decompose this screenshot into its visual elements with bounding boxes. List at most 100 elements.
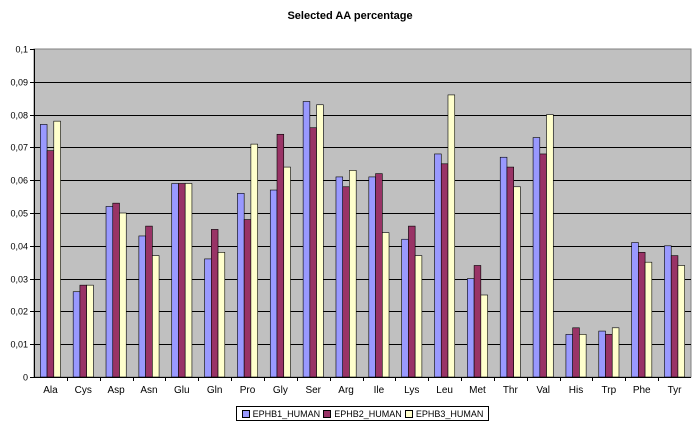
bar (152, 255, 160, 378)
bar (335, 176, 344, 378)
bar (316, 104, 324, 378)
bar (184, 183, 193, 378)
legend-swatch (323, 409, 332, 418)
legend-label: EPHB3_HUMAN (415, 408, 484, 419)
legend-item: EPHB3_HUMAN (404, 408, 484, 419)
x-tick-label: Leu (436, 385, 453, 396)
bar (447, 94, 456, 378)
bar (368, 176, 376, 378)
bar (565, 334, 573, 378)
y-tick-label: 0,03 (10, 275, 28, 285)
bar (579, 334, 587, 378)
bar (408, 225, 416, 378)
bar (40, 124, 48, 378)
y-tick-label: 0,05 (10, 209, 28, 219)
bar (598, 330, 606, 378)
bar (349, 170, 357, 378)
bar (171, 183, 179, 378)
x-tick-label: Gln (207, 385, 223, 396)
bar (572, 327, 580, 378)
x-tick-label: Tyr (668, 385, 683, 396)
x-tick-label: Ser (305, 385, 321, 396)
x-tick-label: Asp (108, 385, 126, 396)
bar (302, 101, 311, 378)
bar (112, 202, 120, 378)
legend-item: EPHB1_HUMAN (241, 408, 321, 419)
bar (138, 235, 146, 378)
bar (342, 186, 350, 378)
bar (414, 255, 423, 378)
x-tick-label: Arg (338, 385, 354, 396)
bar (670, 255, 679, 378)
bar (178, 183, 186, 378)
y-tick-label: 0,09 (10, 78, 28, 88)
x-tick-label: Ile (374, 385, 385, 396)
bar (473, 265, 482, 378)
x-tick-label: Trp (602, 385, 617, 396)
bar (79, 284, 87, 378)
bar (53, 120, 61, 378)
bar (631, 242, 639, 378)
bar (664, 245, 672, 378)
x-tick-label: Asn (140, 385, 157, 396)
x-tick-label: Thr (503, 385, 519, 396)
chart-title: Selected AA percentage (287, 10, 413, 22)
y-tick-label: 0,01 (10, 340, 28, 350)
bar (217, 252, 226, 378)
bar (204, 258, 212, 378)
bar (539, 153, 547, 378)
legend-label: EPHB1_HUMAN (252, 408, 321, 419)
bar (546, 114, 554, 378)
bar (276, 133, 285, 378)
bar (638, 252, 646, 378)
bar (309, 127, 317, 378)
bar (237, 193, 245, 378)
legend-swatch (404, 409, 413, 418)
bar (72, 291, 81, 378)
bar (46, 150, 55, 378)
bar (499, 156, 508, 378)
bar (283, 166, 291, 378)
y-tick-label: 0,07 (10, 143, 28, 153)
x-tick-label: His (569, 385, 583, 396)
bar (86, 284, 94, 378)
x-tick-label: Phe (633, 385, 651, 396)
bar (434, 153, 442, 378)
bar (211, 229, 219, 378)
y-tick-label: 0,04 (10, 242, 28, 252)
bar (250, 143, 258, 378)
bar (513, 186, 521, 378)
y-tick-label: 0,02 (10, 307, 28, 317)
y-tick-label: 0,06 (10, 176, 28, 186)
bar (401, 238, 409, 378)
bar (506, 166, 514, 378)
y-tick-label: 0,1 (15, 45, 28, 55)
bar (119, 212, 127, 378)
bar (605, 334, 613, 378)
bar (677, 265, 685, 378)
x-tick-label: Met (469, 385, 486, 396)
bar (644, 261, 653, 378)
x-tick-label: Pro (240, 385, 256, 396)
x-tick-label: Glu (174, 385, 190, 396)
y-tick-label: 0 (23, 373, 28, 383)
bar (611, 327, 620, 378)
bar (269, 189, 278, 378)
bar (532, 137, 541, 378)
x-tick-label: Val (536, 385, 550, 396)
bar (467, 278, 475, 378)
bar (381, 232, 390, 378)
legend-swatch (241, 409, 250, 418)
bar (480, 294, 488, 378)
legend-item: EPHB2_HUMAN (323, 409, 402, 419)
x-tick-label: Cys (75, 385, 92, 396)
bar (145, 225, 153, 378)
bar (105, 206, 114, 378)
bar (440, 163, 449, 378)
bar (375, 173, 383, 378)
x-tick-label: Lys (404, 385, 419, 396)
y-tick-label: 0,08 (10, 111, 28, 121)
legend-label: EPHB2_HUMAN (334, 408, 402, 419)
legend: EPHB1_HUMAN EPHB2_HUMAN EPHB3_HUMAN (236, 406, 489, 421)
